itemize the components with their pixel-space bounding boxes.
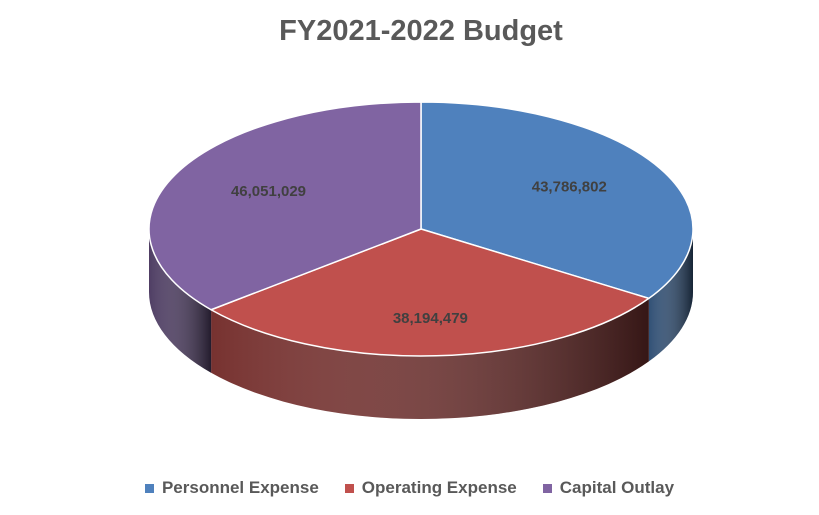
slice-side-shade-personnel-expense: [648, 229, 693, 362]
legend: Personnel Expense Operating Expense Capita…: [0, 478, 819, 498]
legend-swatch-personnel-expense: [144, 483, 154, 493]
slice-side-shade-capital-outlay: [149, 229, 212, 373]
pie-sides: [149, 229, 693, 419]
legend-item-capital-outlay: Capital Outlay: [542, 478, 675, 498]
slice-side-shade-operating-expense: [211, 298, 649, 419]
slice-operating-expense: [210, 228, 650, 357]
legend-swatch-capital-outlay: [542, 483, 552, 493]
legend-label-operating-expense: Operating Expense: [361, 478, 517, 497]
pie-slices: [148, 101, 694, 357]
legend-label-capital-outlay: Capital Outlay: [559, 478, 675, 497]
legend-item-personnel-expense: Personnel Expense: [144, 478, 319, 498]
data-label-personnel-expense: 43,786,802: [532, 179, 607, 196]
legend-swatch-operating-expense: [344, 483, 354, 493]
chart-title: FY2021-2022 Budget: [279, 15, 563, 47]
data-labels: 43,786,802 38,194,479 46,051,029: [231, 179, 607, 327]
data-label-operating-expense: 38,194,479: [393, 310, 468, 327]
legend-label-personnel-expense: Personnel Expense: [161, 478, 319, 497]
legend-item-operating-expense: Operating Expense: [344, 478, 517, 498]
data-label-capital-outlay: 46,051,029: [231, 183, 306, 200]
slice-capital-outlay: [148, 101, 422, 311]
